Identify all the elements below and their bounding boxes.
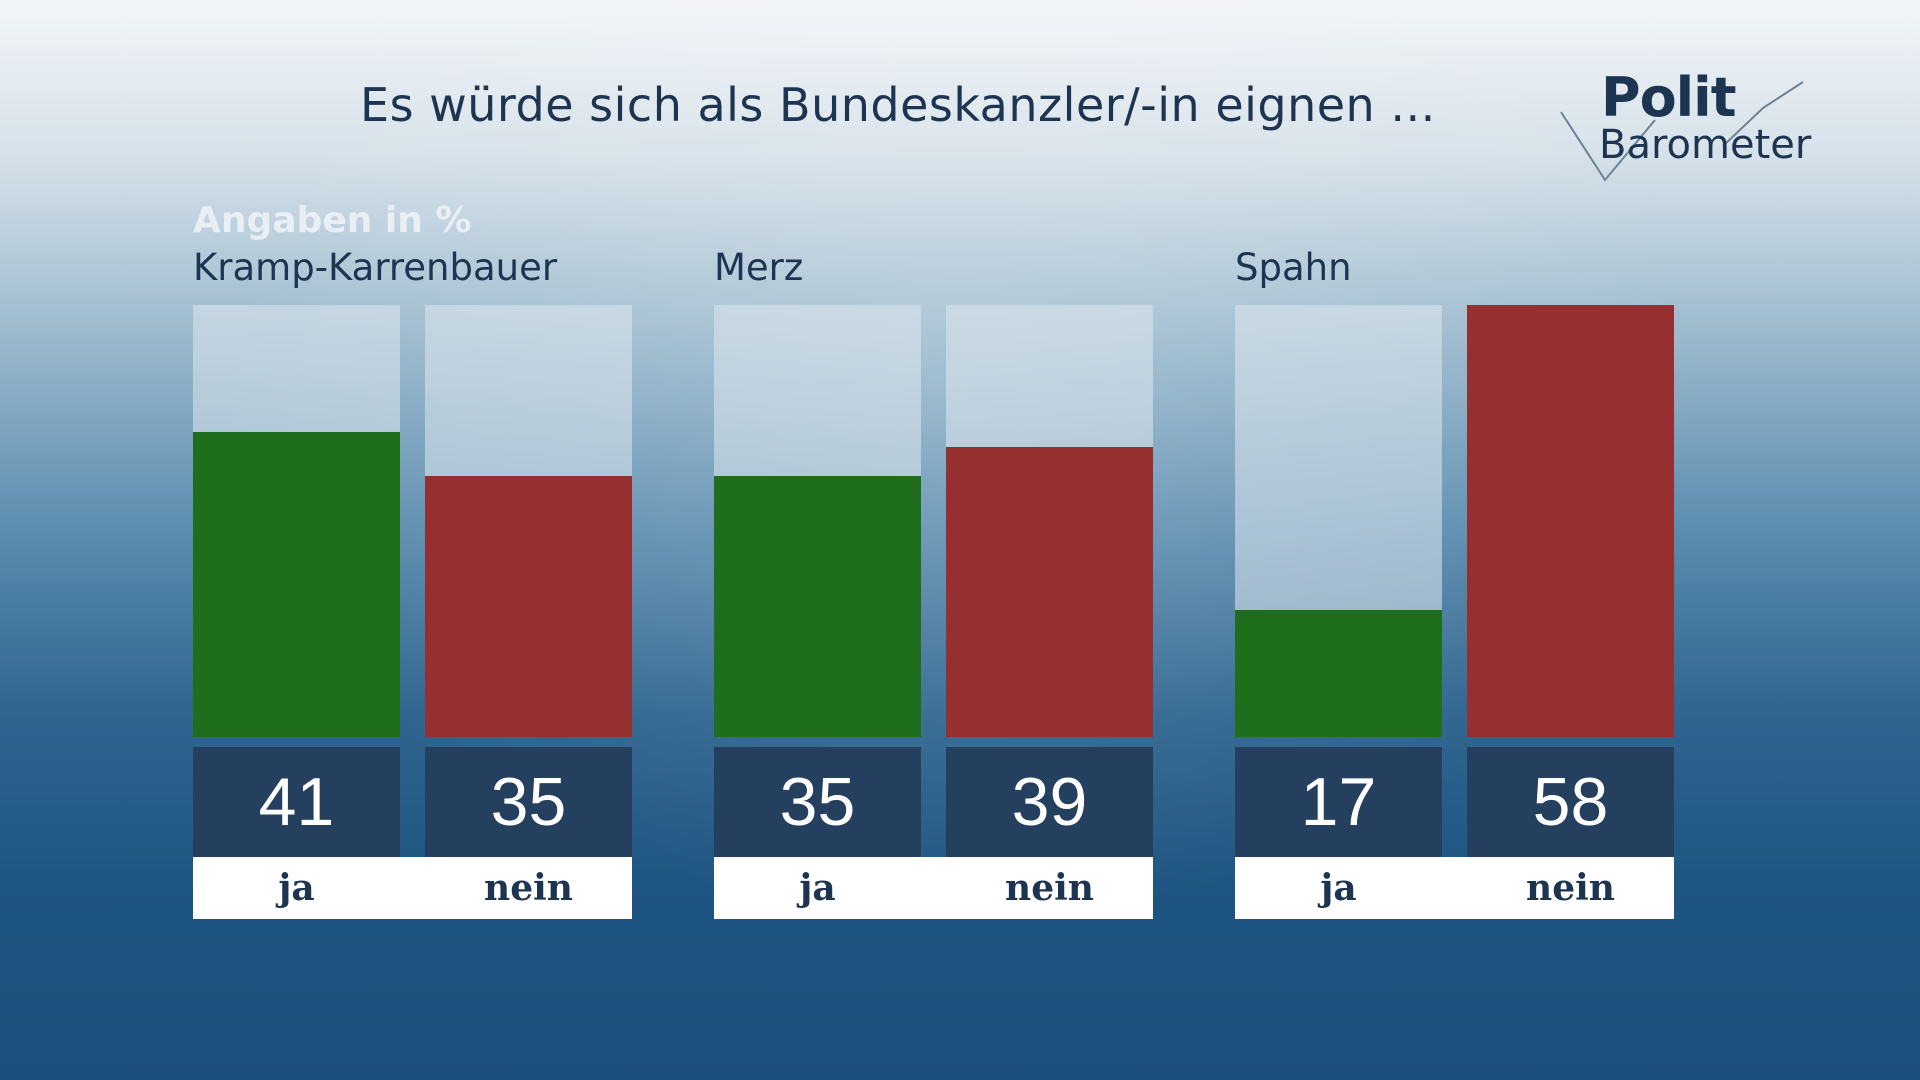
group-label: Spahn xyxy=(1235,246,1352,289)
bar-nein xyxy=(946,447,1153,737)
category-label: nein xyxy=(1526,867,1615,909)
category-label: ja xyxy=(278,867,315,909)
category-label-row: ja nein xyxy=(193,857,632,919)
value-label: 58 xyxy=(1467,747,1674,857)
value-label: 35 xyxy=(714,747,921,857)
checkmark-icon xyxy=(1560,81,1804,182)
chart-title: Es würde sich als Bundeskanzler/-in eign… xyxy=(360,78,1436,132)
value-label: 41 xyxy=(193,747,400,857)
bar-ja xyxy=(714,476,921,737)
category-label: ja xyxy=(799,867,836,909)
unit-label: Angaben in % xyxy=(193,200,472,241)
politbarometer-logo: Polit Barometer xyxy=(1555,60,1811,190)
category-label-row: ja nein xyxy=(714,857,1153,919)
logo-line1: Polit xyxy=(1601,66,1737,129)
bar-nein xyxy=(1467,305,1674,737)
group-label: Kramp-Karrenbauer xyxy=(193,246,558,289)
logo-line2: Barometer xyxy=(1599,122,1812,168)
bar-nein xyxy=(425,476,632,737)
category-label: nein xyxy=(1005,867,1094,909)
value-label: 39 xyxy=(946,747,1153,857)
category-label: ja xyxy=(1320,867,1357,909)
bar-ja xyxy=(193,432,400,737)
value-label: 17 xyxy=(1235,747,1442,857)
category-label-row: ja nein xyxy=(1235,857,1674,919)
group-label: Merz xyxy=(714,246,804,289)
category-label: nein xyxy=(484,867,573,909)
bar-ja xyxy=(1235,610,1442,737)
value-label: 35 xyxy=(425,747,632,857)
